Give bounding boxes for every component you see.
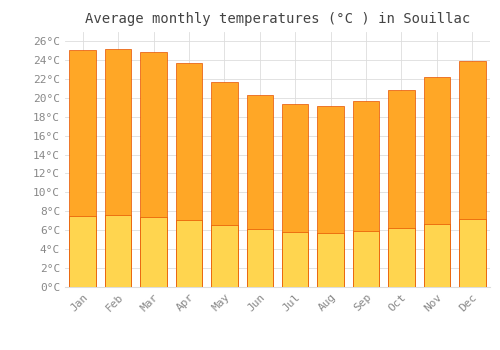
Bar xyxy=(105,49,132,287)
Bar xyxy=(70,216,96,287)
Bar xyxy=(459,61,485,287)
Bar xyxy=(211,82,238,287)
Bar xyxy=(70,50,96,287)
Bar xyxy=(318,233,344,287)
Bar xyxy=(353,231,380,287)
Bar xyxy=(176,220,202,287)
Title: Average monthly temperatures (°C ) in Souillac: Average monthly temperatures (°C ) in So… xyxy=(85,12,470,26)
Bar xyxy=(282,104,308,287)
Bar xyxy=(424,77,450,287)
Bar xyxy=(388,90,414,287)
Bar xyxy=(318,106,344,287)
Bar xyxy=(211,225,238,287)
Bar xyxy=(105,216,132,287)
Bar xyxy=(246,95,273,287)
Bar xyxy=(282,232,308,287)
Bar xyxy=(353,100,380,287)
Bar xyxy=(140,52,167,287)
Bar xyxy=(140,217,167,287)
Bar xyxy=(176,63,202,287)
Bar xyxy=(459,219,485,287)
Bar xyxy=(424,224,450,287)
Bar xyxy=(388,228,414,287)
Bar xyxy=(246,229,273,287)
